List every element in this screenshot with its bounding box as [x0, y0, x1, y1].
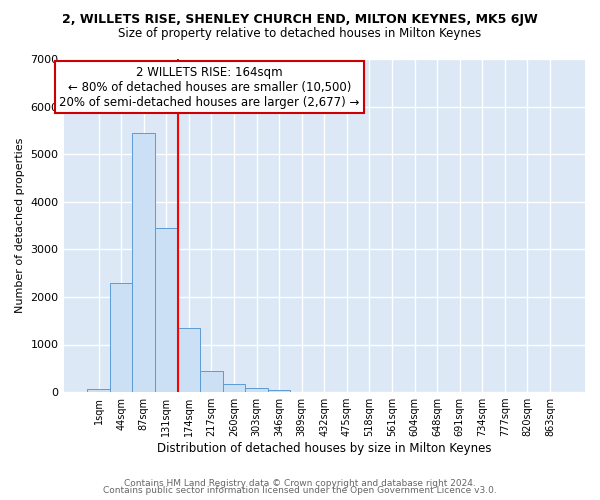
- Text: 2 WILLETS RISE: 164sqm
← 80% of detached houses are smaller (10,500)
20% of semi: 2 WILLETS RISE: 164sqm ← 80% of detached…: [59, 66, 360, 108]
- Bar: [178, 328, 200, 392]
- Bar: [87, 389, 110, 392]
- Text: Contains public sector information licensed under the Open Government Licence v3: Contains public sector information licen…: [103, 486, 497, 495]
- Bar: [155, 228, 178, 392]
- Bar: [245, 388, 268, 392]
- Bar: [133, 133, 155, 392]
- X-axis label: Distribution of detached houses by size in Milton Keynes: Distribution of detached houses by size …: [157, 442, 491, 455]
- Text: Contains HM Land Registry data © Crown copyright and database right 2024.: Contains HM Land Registry data © Crown c…: [124, 478, 476, 488]
- Text: Size of property relative to detached houses in Milton Keynes: Size of property relative to detached ho…: [118, 28, 482, 40]
- Text: 2, WILLETS RISE, SHENLEY CHURCH END, MILTON KEYNES, MK5 6JW: 2, WILLETS RISE, SHENLEY CHURCH END, MIL…: [62, 12, 538, 26]
- Bar: [223, 384, 245, 392]
- Bar: [268, 390, 290, 392]
- Bar: [200, 370, 223, 392]
- Y-axis label: Number of detached properties: Number of detached properties: [15, 138, 25, 313]
- Bar: [110, 282, 133, 392]
